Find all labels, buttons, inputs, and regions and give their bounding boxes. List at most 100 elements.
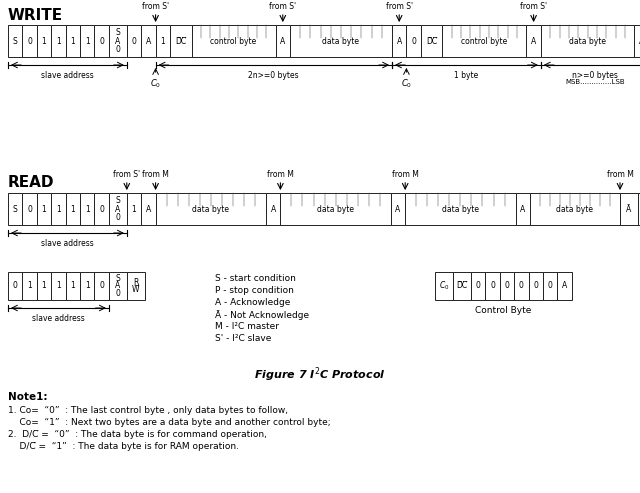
Text: S' - I²C slave: S' - I²C slave — [215, 334, 271, 343]
Bar — [95, 25, 109, 57]
Text: 0: 0 — [13, 282, 18, 290]
Bar — [8, 25, 22, 57]
Text: A: A — [271, 205, 276, 213]
Text: $C_0$: $C_0$ — [401, 77, 412, 90]
Bar — [80, 25, 95, 57]
Bar — [170, 25, 191, 57]
Bar — [421, 25, 442, 57]
Text: Co=  “1”  : Next two bytes are a data byte and another control byte;: Co= “1” : Next two bytes are a data byte… — [8, 418, 331, 427]
Text: W̅: W̅ — [132, 285, 140, 294]
Bar — [22, 25, 36, 57]
Text: 1: 1 — [85, 36, 90, 45]
Text: 1: 1 — [28, 282, 32, 290]
Text: R: R — [133, 278, 138, 286]
Text: $C_0$: $C_0$ — [150, 77, 161, 90]
Bar — [634, 25, 640, 57]
Bar — [8, 193, 22, 225]
Text: from M: from M — [392, 170, 419, 179]
Text: A: A — [531, 36, 536, 45]
Text: data byte: data byte — [323, 36, 360, 45]
Bar — [392, 25, 406, 57]
Text: 1 byte: 1 byte — [454, 71, 479, 80]
Text: 1: 1 — [56, 205, 61, 213]
Text: 1: 1 — [85, 205, 90, 213]
Text: A: A — [397, 36, 402, 45]
Bar — [36, 25, 51, 57]
Text: M - I²C master: M - I²C master — [215, 322, 279, 331]
Text: MSB..............LSB: MSB..............LSB — [565, 79, 625, 85]
Text: slave address: slave address — [41, 71, 94, 80]
Text: slave address: slave address — [41, 239, 94, 248]
Text: from S': from S' — [386, 2, 413, 11]
Bar — [156, 193, 266, 225]
Bar — [127, 25, 141, 57]
Bar — [529, 272, 543, 300]
Text: 1: 1 — [42, 282, 46, 290]
Text: S - start condition: S - start condition — [215, 274, 296, 283]
Text: 0: 0 — [411, 36, 416, 45]
Bar — [109, 193, 127, 225]
Bar — [543, 272, 557, 300]
Bar — [266, 193, 280, 225]
Text: 0: 0 — [548, 282, 552, 290]
Bar — [65, 25, 80, 57]
Text: 0: 0 — [476, 282, 481, 290]
Bar — [80, 193, 95, 225]
Text: D̅C̅: D̅C̅ — [175, 36, 186, 45]
Bar — [65, 272, 80, 300]
Bar — [620, 193, 638, 225]
Bar — [51, 193, 65, 225]
Text: 0: 0 — [504, 282, 509, 290]
Bar — [406, 25, 421, 57]
Bar — [485, 272, 500, 300]
Text: 1: 1 — [70, 282, 75, 290]
Bar — [453, 272, 471, 300]
Bar — [557, 272, 572, 300]
Bar — [109, 272, 127, 300]
Bar — [51, 272, 65, 300]
Text: control byte: control byte — [211, 36, 257, 45]
Text: S: S — [13, 36, 17, 45]
Text: 1: 1 — [85, 282, 90, 290]
Bar — [191, 25, 276, 57]
Text: 0: 0 — [99, 205, 104, 213]
Text: 0: 0 — [533, 282, 538, 290]
Text: D/C̅ =  “1”  : The data byte is for RAM operation.: D/C̅ = “1” : The data byte is for RAM op… — [8, 442, 239, 451]
Bar — [95, 193, 109, 225]
Text: A: A — [396, 205, 401, 213]
Bar — [36, 272, 51, 300]
Text: n>=0 bytes: n>=0 bytes — [572, 71, 618, 80]
Bar — [65, 193, 80, 225]
Text: 0: 0 — [27, 36, 32, 45]
Text: A: A — [562, 282, 567, 290]
Text: A: A — [115, 282, 120, 290]
Bar — [526, 25, 541, 57]
Text: A: A — [115, 205, 120, 213]
Bar — [127, 272, 145, 300]
Bar — [51, 25, 65, 57]
Text: WRITE: WRITE — [8, 8, 63, 23]
Text: 0: 0 — [99, 282, 104, 290]
Text: D̅C̅: D̅C̅ — [456, 282, 468, 290]
Bar — [391, 193, 405, 225]
Text: 0: 0 — [115, 289, 120, 298]
Bar — [442, 25, 526, 57]
Text: control byte: control byte — [461, 36, 508, 45]
Text: P - stop condition: P - stop condition — [215, 286, 294, 295]
Text: 1: 1 — [56, 282, 61, 290]
Text: from S': from S' — [142, 2, 169, 11]
Text: 0: 0 — [490, 282, 495, 290]
Text: 1: 1 — [161, 36, 165, 45]
Text: A: A — [146, 205, 151, 213]
Text: S: S — [115, 196, 120, 205]
Text: 0: 0 — [99, 36, 104, 45]
Text: from M: from M — [267, 170, 294, 179]
Bar — [435, 272, 453, 300]
Text: 1: 1 — [132, 205, 136, 213]
Bar — [471, 272, 485, 300]
Text: Figure 7 I$^2$C Protocol: Figure 7 I$^2$C Protocol — [254, 365, 386, 384]
Bar — [95, 272, 109, 300]
Text: Ā: Ā — [627, 205, 632, 213]
Text: 0: 0 — [115, 213, 120, 222]
Bar — [8, 272, 22, 300]
